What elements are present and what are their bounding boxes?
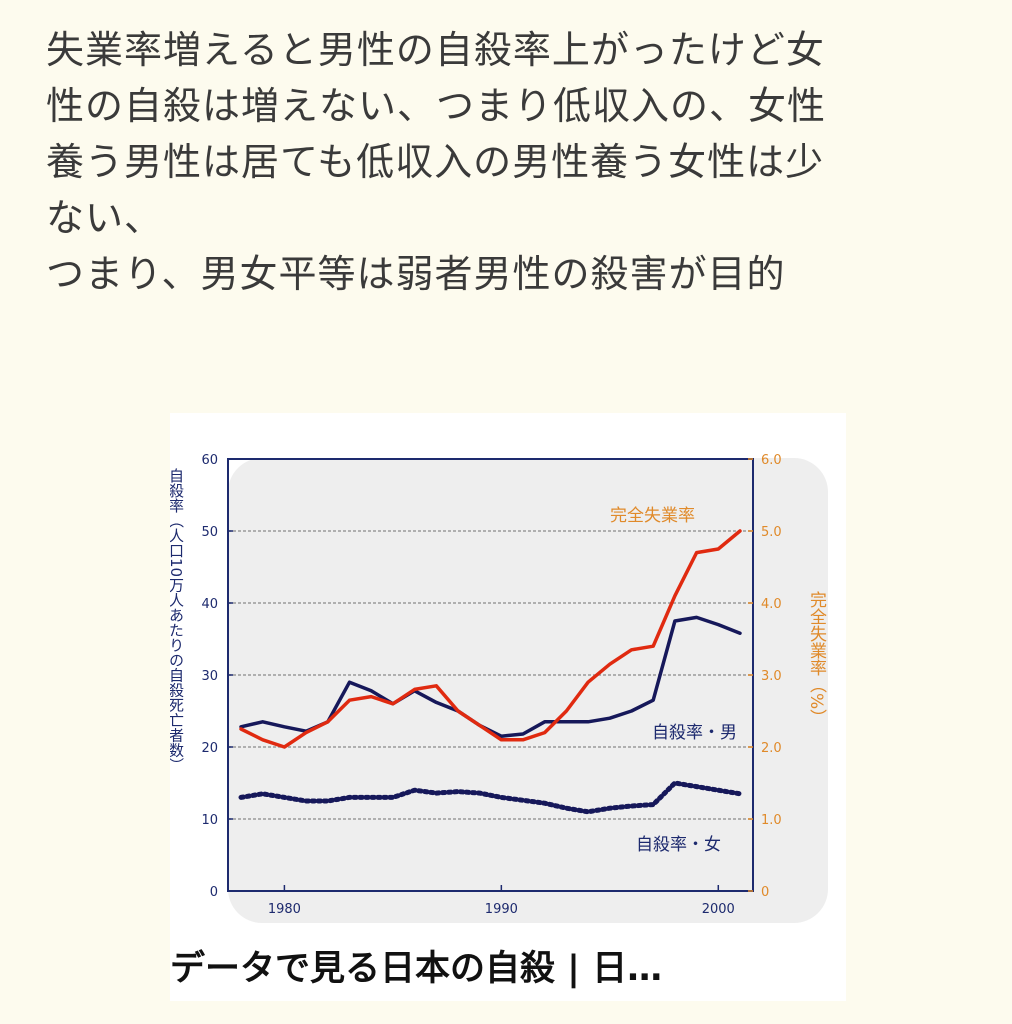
post-line: 性の自殺は増えない、つまり低収入の、女性 [46,84,827,128]
right-axis-label: 完全失業率（%） [806,591,827,726]
image-card[interactable]: 1980 1990 2000 0 10 20 30 40 50 60 0 1.0 2.0 3.0 4.0 5.… [170,413,846,1001]
annotation-female-suicide: 自殺率・女 [636,835,721,855]
plot-background [228,458,828,923]
x-tick-label: 2000 [702,902,735,917]
image-caption[interactable]: データで見る日本の自殺 | 日… [170,941,846,997]
x-tick-label: 1990 [485,902,518,917]
right-tick-label: 4.0 [761,597,782,612]
suicide-unemployment-chart: 1980 1990 2000 0 10 20 30 40 50 60 0 1.0 2.0 3.0 4.0 5.… [170,413,846,941]
left-tick-label: 20 [201,741,218,756]
post-line: 失業率増えると男性の自殺率上がったけど女 [46,28,825,72]
unemployment-line [239,529,742,749]
annotation-male-suicide: 自殺率・男 [652,723,737,743]
left-tick-label: 50 [201,525,218,540]
post-line: ない、 [46,196,164,240]
right-tick-label: 3.0 [761,669,782,684]
annotation-unemployment: 完全失業率 [610,506,695,526]
post-line: 養う男性は居ても低収入の男性養う女性は少 [46,140,825,184]
left-tick-label: 40 [201,597,218,612]
right-tick-label: 0 [761,885,769,900]
x-tick-label: 1980 [268,902,301,917]
left-tick-label: 0 [210,885,218,900]
right-tick-label: 1.0 [761,813,782,828]
female-suicide-line [238,780,743,815]
left-axis-label: 自殺率（人口10万人あたりの自殺死亡者数） [170,468,185,772]
post-line: つまり、男女平等は弱者男性の殺害が目的 [46,252,786,296]
left-tick-label: 10 [201,813,218,828]
right-tick-label: 2.0 [761,741,782,756]
post-text: 失業率増えると男性の自殺率上がったけど女 性の自殺は増えない、つまり低収入の、女… [46,22,976,302]
right-tick-label: 6.0 [761,453,782,468]
left-tick-label: 60 [201,453,218,468]
left-tick-label: 30 [201,669,218,684]
right-tick-label: 5.0 [761,525,782,540]
